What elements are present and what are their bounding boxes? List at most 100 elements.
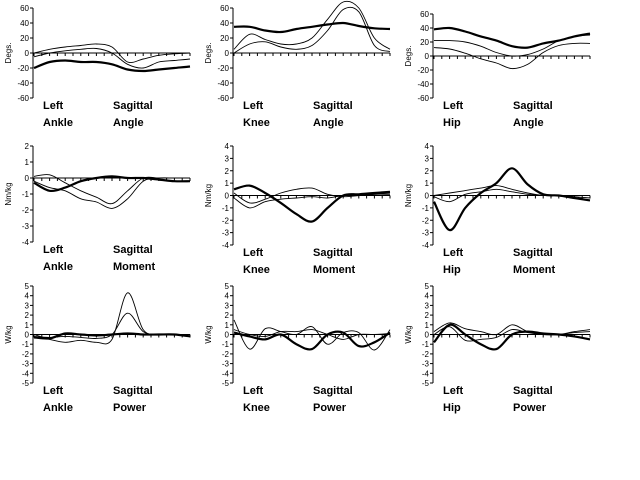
y-tick-label: 2 bbox=[25, 311, 30, 320]
caption-text: Left bbox=[443, 100, 464, 112]
y-tick-label: 4 bbox=[425, 292, 430, 301]
y-tick-label: -1 bbox=[22, 340, 30, 349]
series-line bbox=[233, 329, 391, 340]
y-axis-label: Degs. bbox=[4, 43, 13, 64]
caption-text: Moment bbox=[513, 264, 556, 276]
series-line bbox=[233, 21, 391, 34]
y-tick-label: -4 bbox=[22, 369, 30, 378]
y-axis-label: Nm/kg bbox=[204, 184, 213, 207]
y-tick-label: 2 bbox=[225, 167, 230, 176]
y-tick-label: 0 bbox=[225, 49, 230, 58]
caption-text: Knee bbox=[243, 402, 270, 414]
y-tick-label: -3 bbox=[222, 229, 230, 238]
y-tick-label: -40 bbox=[417, 80, 429, 89]
y-tick-label: 0 bbox=[225, 331, 230, 340]
y-tick-label: -1 bbox=[222, 204, 230, 213]
y-tick-label: -3 bbox=[422, 360, 430, 369]
y-tick-label: 2 bbox=[425, 311, 430, 320]
caption-text: Left bbox=[243, 100, 264, 112]
y-tick-label: 1 bbox=[225, 179, 230, 188]
chart-panel: 60 40 20 0 -20 -40 -60 Degs. Left Knee Sagittal Ang… bbox=[204, 0, 391, 129]
y-tick-label: -1 bbox=[422, 204, 430, 213]
caption-text: Left bbox=[443, 247, 464, 259]
y-tick-label: -20 bbox=[417, 66, 429, 75]
y-tick-label: -60 bbox=[417, 94, 429, 103]
caption-text: Angle bbox=[313, 117, 344, 129]
y-tick-label: 3 bbox=[425, 301, 430, 310]
y-tick-label: 0 bbox=[425, 331, 430, 340]
y-axis-label: Degs. bbox=[204, 43, 213, 64]
y-tick-label: 60 bbox=[220, 4, 229, 13]
series-line bbox=[33, 59, 191, 73]
y-tick-label: 3 bbox=[225, 301, 230, 310]
y-tick-label: -20 bbox=[217, 64, 229, 73]
caption-text: Sagittal bbox=[113, 244, 153, 256]
series-line bbox=[433, 34, 591, 57]
caption-text: Moment bbox=[113, 261, 156, 273]
y-tick-label: -40 bbox=[17, 79, 29, 88]
y-tick-label: 1 bbox=[25, 158, 30, 167]
caption-text: Sagittal bbox=[513, 385, 553, 397]
y-axis-label: Nm/kg bbox=[4, 182, 13, 205]
y-tick-label: 1 bbox=[225, 321, 230, 330]
y-tick-label: 1 bbox=[425, 321, 430, 330]
caption-text: Angle bbox=[113, 117, 144, 129]
y-tick-label: 0 bbox=[25, 174, 30, 183]
caption-text: Ankle bbox=[43, 402, 73, 414]
series-line bbox=[433, 188, 591, 203]
chart-panel: 2 1 0 -1 -2 -3 -4 Nm/kg Left Ankle Sagittal Moment bbox=[4, 142, 191, 273]
y-tick-label: -1 bbox=[222, 340, 230, 349]
y-tick-label: 4 bbox=[425, 142, 430, 151]
series-line bbox=[233, 319, 391, 351]
series-line bbox=[433, 42, 591, 70]
y-tick-label: -5 bbox=[222, 379, 230, 388]
caption-text: Hip bbox=[443, 402, 461, 414]
y-tick-label: -60 bbox=[217, 94, 229, 103]
y-tick-label: -2 bbox=[222, 216, 230, 225]
y-tick-label: 40 bbox=[420, 24, 429, 33]
y-tick-label: -60 bbox=[17, 94, 29, 103]
caption-text: Left bbox=[43, 100, 64, 112]
caption-text: Angle bbox=[513, 117, 544, 129]
caption-text: Hip bbox=[443, 117, 461, 129]
y-tick-label: -2 bbox=[422, 216, 430, 225]
y-tick-label: -3 bbox=[222, 360, 230, 369]
caption-text: Sagittal bbox=[313, 100, 353, 112]
y-tick-label: 2 bbox=[225, 311, 230, 320]
series-line bbox=[233, 0, 391, 50]
y-tick-label: -4 bbox=[222, 241, 230, 250]
series-line bbox=[433, 323, 591, 351]
chart-panel: 4 3 2 1 0 -1 -2 -3 -4 Nm/kg Left Hip Sagittal Moment bbox=[404, 142, 591, 276]
y-tick-label: -2 bbox=[22, 350, 30, 359]
y-tick-label: 5 bbox=[425, 282, 430, 291]
y-tick-label: 60 bbox=[20, 4, 29, 13]
y-tick-label: -1 bbox=[22, 190, 30, 199]
chart-panel: 60 40 20 0 -20 -40 -60 Degs. Left Ankle Sagittal An… bbox=[4, 4, 191, 129]
y-tick-label: -4 bbox=[222, 369, 230, 378]
caption-text: Power bbox=[113, 402, 147, 414]
caption-text: Sagittal bbox=[513, 100, 553, 112]
y-tick-label: 20 bbox=[220, 34, 229, 43]
y-tick-label: 60 bbox=[420, 10, 429, 19]
caption-text: Moment bbox=[313, 264, 356, 276]
caption-text: Sagittal bbox=[513, 247, 553, 259]
chart-panel: 4 3 2 1 0 -1 -2 -3 -4 Nm/kg Left Knee Sagittal Moment bbox=[204, 142, 391, 276]
y-tick-label: -3 bbox=[422, 229, 430, 238]
y-tick-label: 3 bbox=[25, 301, 30, 310]
y-tick-label: -2 bbox=[222, 350, 230, 359]
y-tick-label: -5 bbox=[22, 379, 30, 388]
caption-text: Left bbox=[43, 385, 64, 397]
y-axis-label: W/kg bbox=[404, 325, 413, 343]
caption-text: Sagittal bbox=[113, 385, 153, 397]
caption-text: Left bbox=[443, 385, 464, 397]
series-line bbox=[233, 330, 391, 351]
y-tick-label: 0 bbox=[225, 192, 230, 201]
caption-text: Knee bbox=[243, 117, 270, 129]
y-tick-label: -4 bbox=[422, 241, 430, 250]
y-tick-label: -2 bbox=[422, 350, 430, 359]
y-tick-label: 0 bbox=[425, 192, 430, 201]
y-axis-label: Nm/kg bbox=[404, 184, 413, 207]
series-line bbox=[33, 47, 191, 69]
